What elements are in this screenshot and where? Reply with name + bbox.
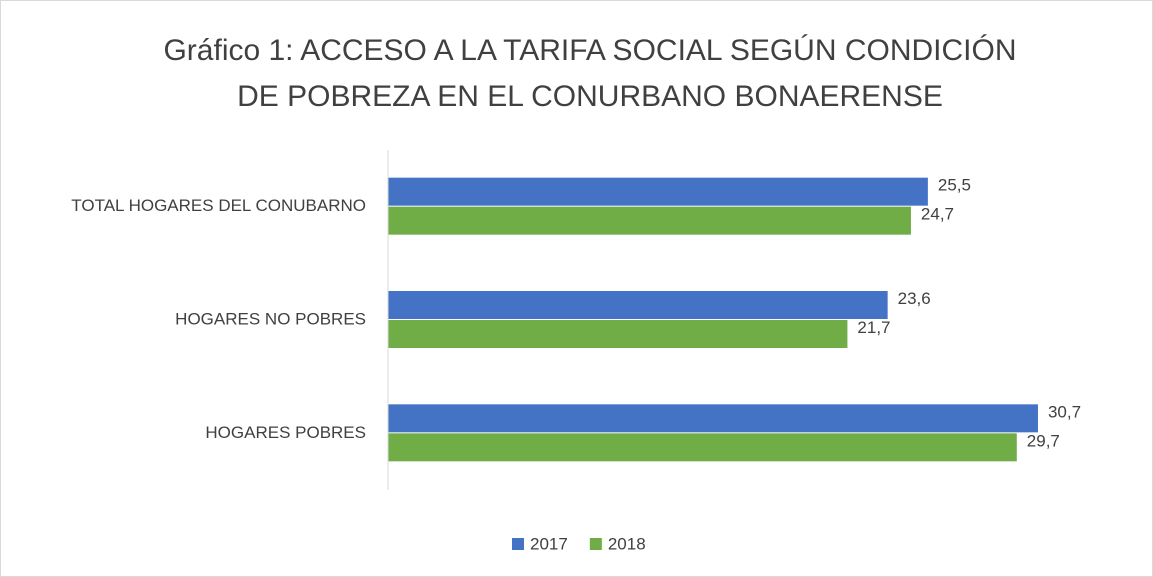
legend-label: 2018 <box>608 534 646 553</box>
data-label: 24,7 <box>921 205 954 224</box>
data-label: 29,7 <box>1027 431 1060 450</box>
bar <box>388 206 911 235</box>
y-tick-label: HOGARES POBRES <box>205 423 366 442</box>
legend-swatch <box>589 538 602 550</box>
y-tick-label: HOGARES NO POBRES <box>175 309 366 328</box>
bar <box>388 177 928 206</box>
data-label: 25,5 <box>938 176 971 195</box>
y-tick-label: TOTAL HOGARES DEL CONUBARNO <box>71 196 366 215</box>
bar <box>388 320 848 348</box>
chart-title: Gráfico 1: ACCESO A LA TARIFA SOCIAL SEG… <box>163 34 1016 67</box>
legend-label: 2017 <box>530 534 568 553</box>
bar <box>388 404 1038 433</box>
data-label: 30,7 <box>1048 402 1081 421</box>
legend-swatch <box>512 538 524 550</box>
chart-title: DE POBREZA EN EL CONURBANO BONAERENSE <box>237 80 943 113</box>
bar <box>388 291 888 319</box>
bar <box>388 433 1017 462</box>
data-label: 23,6 <box>898 289 931 308</box>
data-label: 21,7 <box>857 318 890 337</box>
